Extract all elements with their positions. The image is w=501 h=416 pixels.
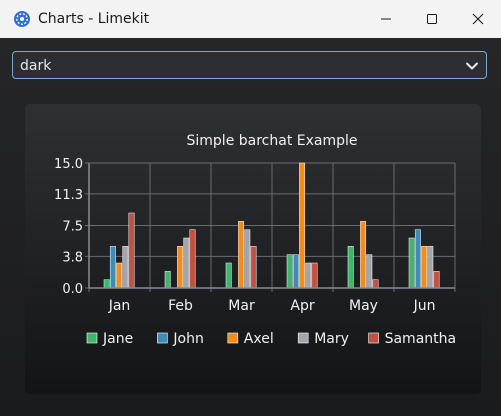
minimize-icon [381,18,391,20]
x-tick-label: May [349,298,378,314]
legend-label-samantha: Samantha [385,331,457,347]
legend-swatch-john [157,332,168,344]
x-tick-label: Apr [290,298,314,314]
bar-jane-apr [286,254,293,289]
bar-chart-canvas: Simple barchat Example 0.0 3.8 7.5 11.3 15.0 J… [54,133,457,347]
legend-label-axel: Axel [244,331,274,347]
bar-axel-jun [421,246,428,289]
bar-axel-may [360,221,367,289]
limekit-logo-icon [14,11,30,27]
maximize-icon [427,14,437,24]
bar-axel-apr [299,162,306,289]
bar-jane-feb [164,271,171,289]
legend-label-john: John [172,331,203,347]
bar-axel-mar [238,221,245,289]
bar-john-apr [292,254,299,289]
close-button[interactable] [455,0,501,38]
legend-swatch-axel [227,332,239,344]
bar-samantha-mar [250,246,257,289]
x-tick-label: Jan [108,298,131,314]
bar-mary-mar [244,229,251,289]
bar-jane-jan [103,279,110,289]
bar-jane-jun [408,237,415,289]
main-content: dark Simple barchat Example 0.0 3.8 7.5 11.3… [0,38,501,416]
bar-samantha-apr [311,262,318,289]
chevron-down-icon[interactable] [465,59,479,73]
y-tick-label: 11.3 [54,188,83,203]
window-title: Charts - Limekit [38,11,150,27]
bar-samantha-feb [189,229,196,289]
bar-axel-jan [116,262,123,289]
bar-samantha-jan [128,212,135,289]
x-tick-label: Mar [228,298,255,314]
legend-label-jane: Jane [102,331,133,347]
bar-axel-feb [177,246,184,289]
minimize-button[interactable] [363,0,409,38]
bar-mary-jan [122,246,129,289]
bar-mary-apr [305,262,312,289]
maximize-button[interactable] [409,0,455,38]
chart-title: Simple barchat Example [187,133,358,149]
bar-mary-feb [183,237,190,289]
bar-mary-jun [427,246,434,289]
y-tick-label: 3.8 [62,250,83,265]
bar-samantha-jun [433,271,440,289]
bar-mary-may [366,254,373,289]
bar-john-jan [109,246,116,289]
bar-john-jun [414,229,421,289]
legend-swatch-jane [86,332,98,344]
bar-jane-mar [225,262,232,289]
y-tick-label: 15.0 [54,157,83,172]
y-tick-label: 0.0 [62,282,83,297]
bar-samantha-may [372,279,379,289]
x-tick-label: Feb [168,298,193,314]
legend-label-mary: Mary [314,331,349,347]
legend-swatch-mary [297,332,309,344]
legend-swatch-samantha [368,332,379,344]
bar-chart: Simple barchat Example 0.0 3.8 7.5 11.3 15.0 J… [25,104,481,394]
title-bar: Charts - Limekit [0,0,501,38]
theme-select[interactable]: dark [12,51,487,79]
bar-jane-may [347,246,354,289]
y-tick-label: 7.5 [62,220,83,235]
x-tick-label: Jun [413,298,436,314]
theme-select-value: dark [20,58,52,74]
close-icon [472,13,484,25]
